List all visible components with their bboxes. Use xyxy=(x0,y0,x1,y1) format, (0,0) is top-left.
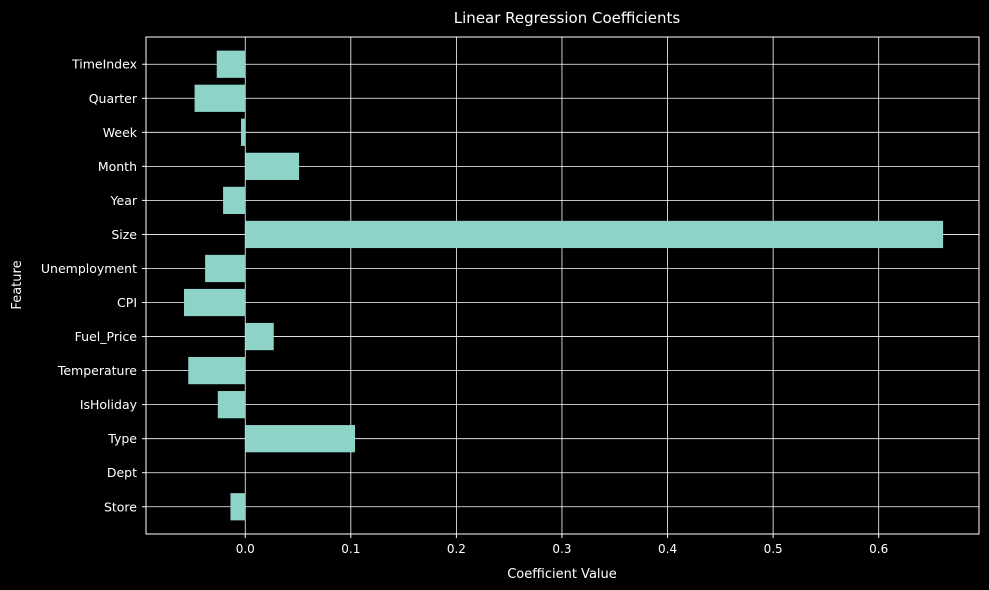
y-tick-label: Quarter xyxy=(89,91,138,106)
bar-fuel-price xyxy=(245,322,274,351)
y-tick-label: Week xyxy=(103,125,138,140)
y-tick-label: Year xyxy=(110,193,138,208)
x-tick-label: 0.4 xyxy=(658,542,677,556)
axis-ticks: 0.0 0.1 0.2 0.3 0.4 0.5 0.6 Store Dept Type IsHoli… xyxy=(41,57,888,556)
plot-frame xyxy=(145,36,980,535)
bar-month xyxy=(245,152,300,180)
x-tick-label: 0.6 xyxy=(869,542,888,556)
y-axis-label: Feature xyxy=(10,260,25,309)
bar-year xyxy=(223,186,246,215)
bar-timeindex xyxy=(216,50,246,78)
bar-week xyxy=(241,118,246,146)
x-tick-label: 0.2 xyxy=(447,542,466,556)
grid-lines xyxy=(146,37,979,534)
y-tick-label: Dept xyxy=(107,465,137,480)
x-tick-label: 0.3 xyxy=(552,542,571,556)
bar-unemployment xyxy=(205,254,246,283)
y-tick-label: Unemployment xyxy=(41,261,137,276)
x-tick-label: 0.5 xyxy=(764,542,783,556)
y-tick-label: Fuel_Price xyxy=(75,329,138,344)
x-tick-label: 0.1 xyxy=(341,542,360,556)
bar-store xyxy=(230,493,246,521)
y-tick-label: IsHoliday xyxy=(80,397,138,412)
x-tick-label: 0.0 xyxy=(236,542,255,556)
y-tick-label: Month xyxy=(98,159,137,174)
bar-temperature xyxy=(188,356,246,385)
y-tick-label: Type xyxy=(107,431,137,446)
bar-cpi xyxy=(184,288,246,317)
bars xyxy=(184,50,944,521)
y-tick-label: Temperature xyxy=(57,363,137,378)
bar-size xyxy=(245,220,944,249)
chart-title: Linear Regression Coefficients xyxy=(454,9,681,27)
bar-quarter xyxy=(194,84,246,112)
y-tick-label: CPI xyxy=(117,295,137,310)
bar-type xyxy=(245,425,356,453)
y-tick-label: Size xyxy=(111,227,137,242)
bar-isholiday xyxy=(217,391,246,419)
y-tick-label: Store xyxy=(104,499,137,514)
y-tick-label: TimeIndex xyxy=(71,57,137,72)
x-axis-label: Coefficient Value xyxy=(507,567,617,582)
